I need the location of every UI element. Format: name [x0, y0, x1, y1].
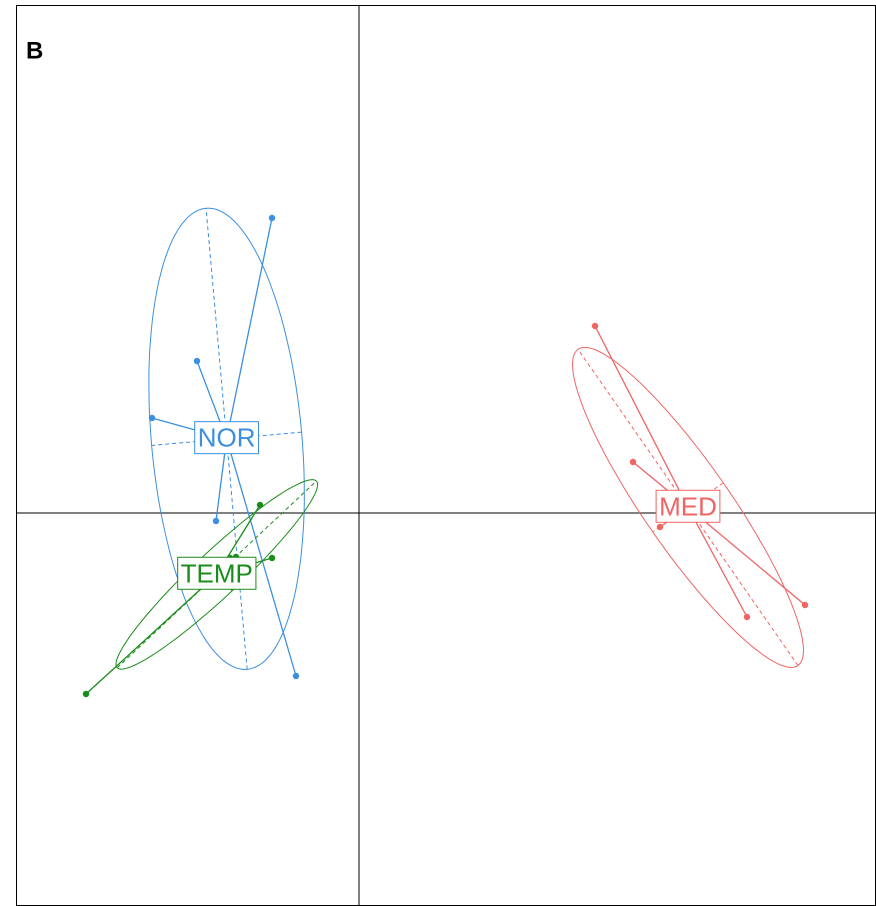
point — [148, 414, 156, 422]
point — [256, 501, 264, 509]
point — [193, 357, 201, 365]
point — [268, 214, 276, 222]
class-label: NOR — [198, 423, 256, 453]
point — [629, 458, 637, 466]
panel-label: B — [26, 37, 43, 64]
class-label-box — [655, 489, 721, 523]
point — [268, 554, 276, 562]
class-label: MED — [659, 491, 717, 521]
class-label-box — [194, 421, 259, 455]
star-segment — [85, 573, 218, 695]
class-label-box — [177, 556, 257, 590]
class-ellipse — [148, 207, 305, 670]
point — [743, 613, 751, 621]
star-segment — [225, 217, 273, 439]
frame — [16, 5, 876, 906]
point — [212, 517, 220, 525]
star-segment — [225, 438, 297, 677]
class-label: TEMP — [181, 558, 253, 588]
star-segment — [594, 325, 689, 508]
point — [292, 672, 300, 680]
point — [656, 523, 664, 531]
star-segment — [687, 507, 748, 618]
point — [591, 322, 599, 330]
point — [801, 601, 809, 609]
point — [82, 690, 90, 698]
star-segment — [687, 506, 806, 606]
